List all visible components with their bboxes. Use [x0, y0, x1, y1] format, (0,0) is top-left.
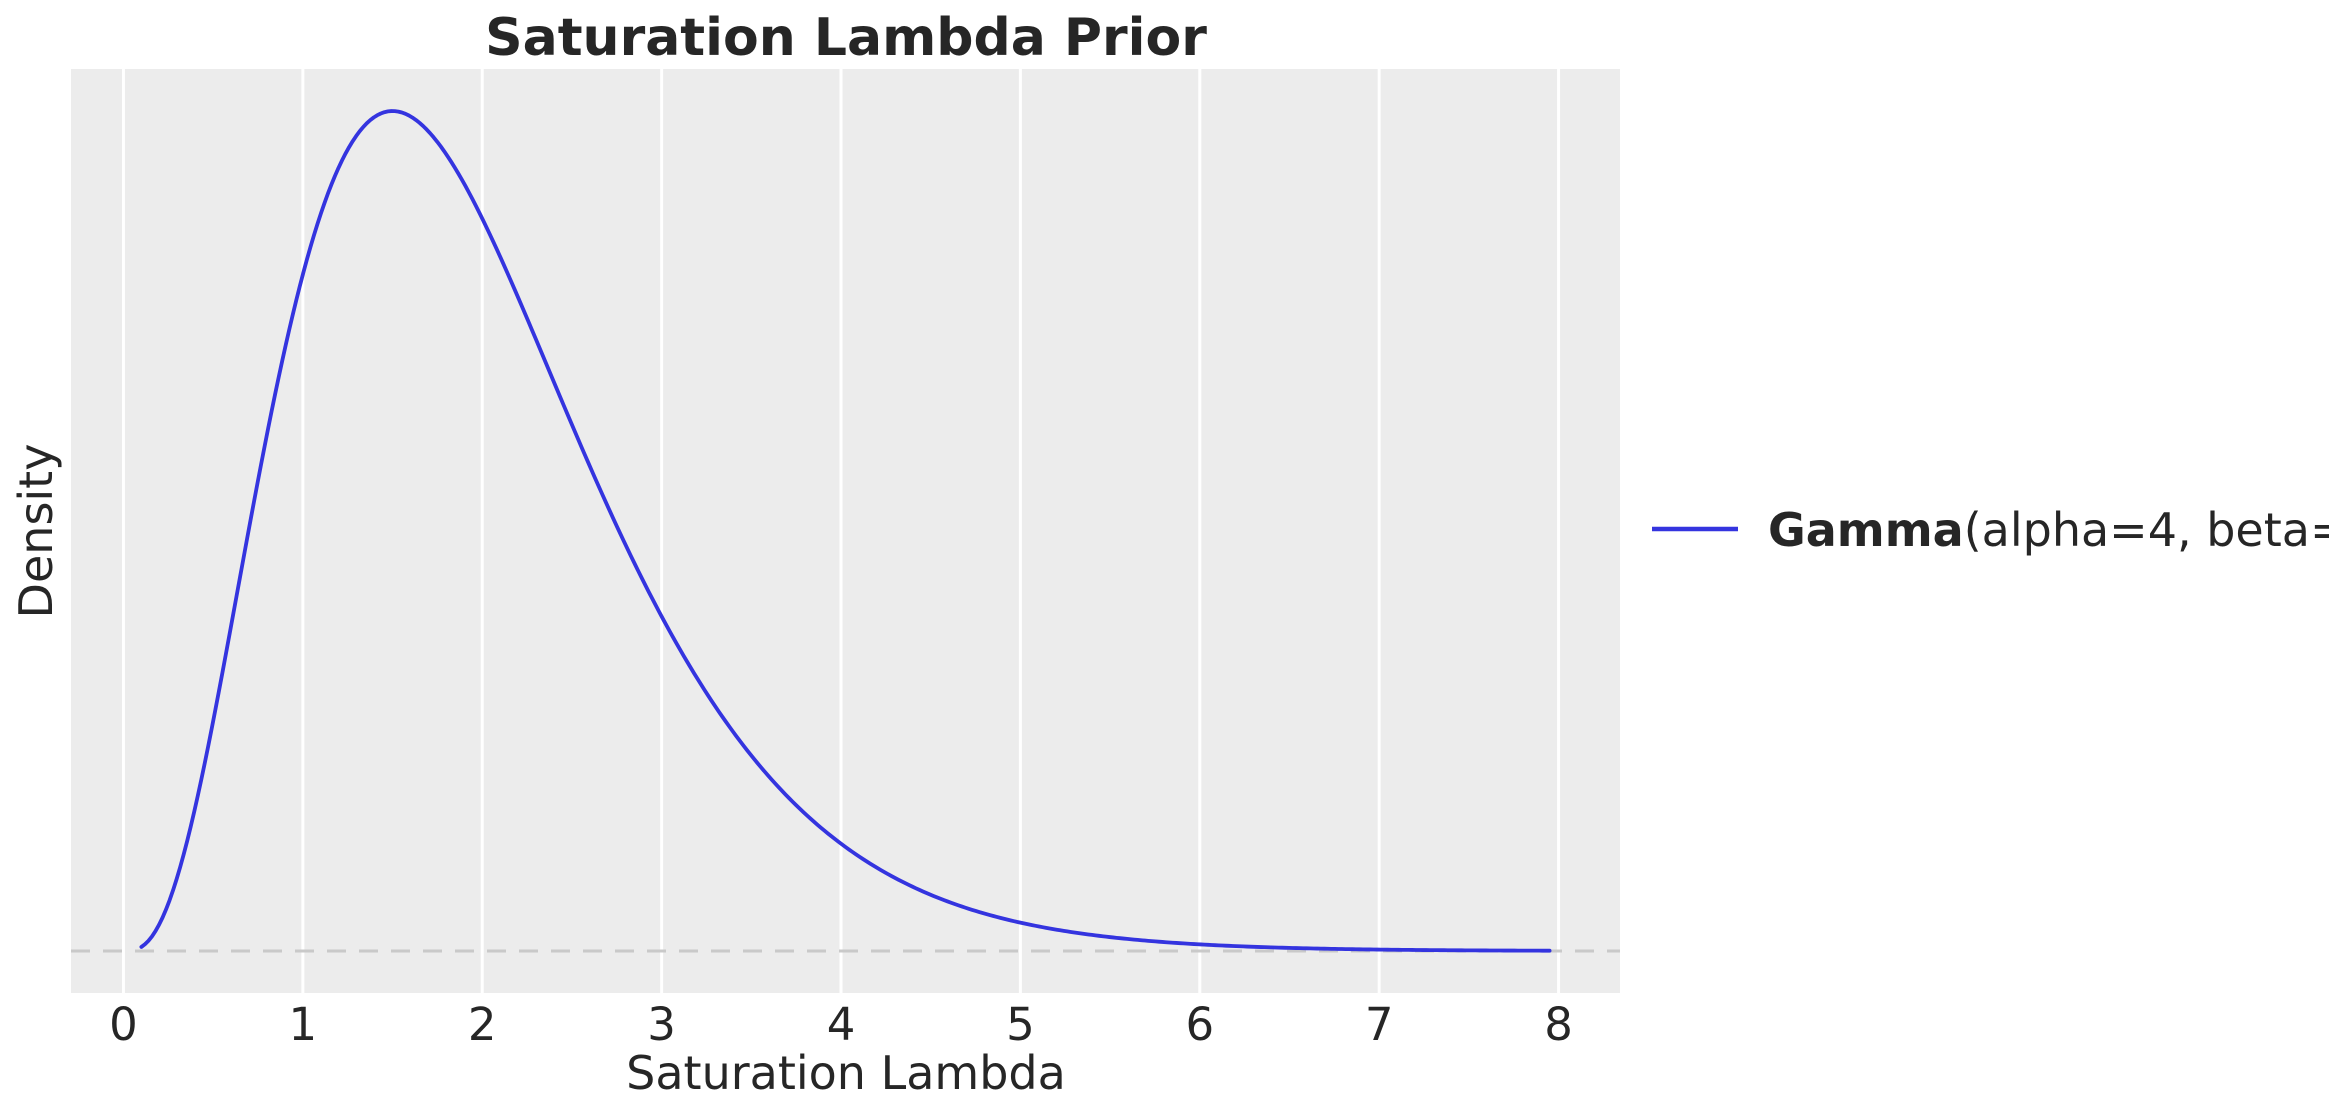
x-tick-label: 5 [1006, 998, 1035, 1051]
x-tick-label: 3 [647, 998, 676, 1051]
legend-label-distribution-name: Gamma [1768, 503, 1964, 557]
legend: Gamma(alpha=4, beta=2) [1652, 503, 2329, 557]
legend-label: Gamma(alpha=4, beta=2) [1768, 503, 2329, 557]
chart-title: Saturation Lambda Prior [485, 8, 1207, 68]
x-tick-label: 4 [827, 998, 856, 1051]
plot-area [71, 69, 1620, 993]
x-tick-label: 6 [1185, 998, 1214, 1051]
gridlines [121, 69, 1561, 993]
legend-label-parameters: (alpha=4, beta=2) [1964, 503, 2329, 557]
gamma-density-curve [139, 109, 1552, 953]
x-tick-label: 1 [289, 998, 318, 1051]
x-tick-label: 0 [109, 998, 138, 1051]
x-tick-labels: 0 1 2 3 4 5 6 7 8 [109, 998, 1573, 1051]
x-tick-label: 7 [1365, 998, 1394, 1051]
x-tick-label: 2 [468, 998, 497, 1051]
x-tick-label: 8 [1544, 998, 1573, 1051]
y-axis-label: Density [9, 444, 63, 619]
x-axis-label: Saturation Lambda [626, 1046, 1066, 1100]
